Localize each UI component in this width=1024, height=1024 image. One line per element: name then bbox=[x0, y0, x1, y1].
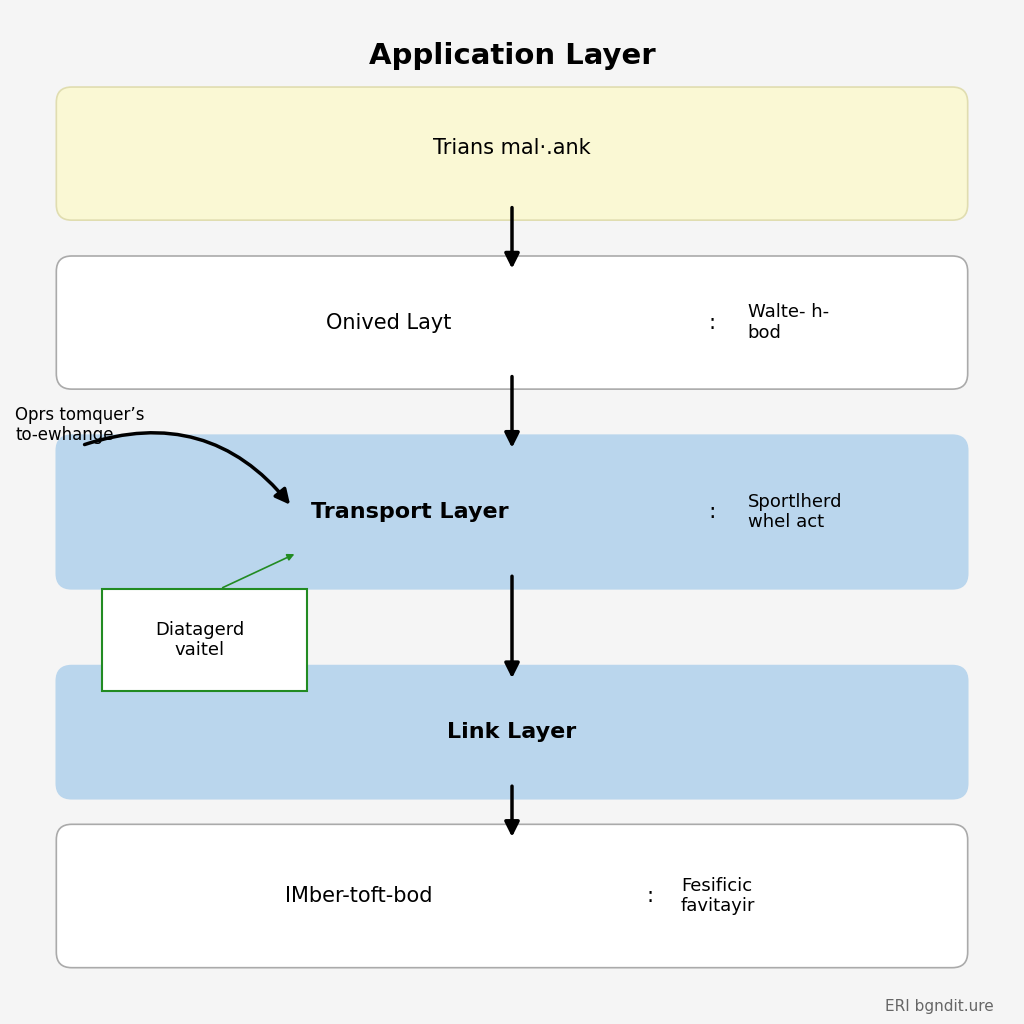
Text: Onived Layt: Onived Layt bbox=[327, 312, 452, 333]
Text: Fesificic
favitayir: Fesificic favitayir bbox=[681, 877, 756, 915]
Text: Sportlherd
whel act: Sportlherd whel act bbox=[748, 493, 842, 531]
Text: ERI bgndit.ure: ERI bgndit.ure bbox=[885, 998, 993, 1014]
Text: Transport Layer: Transport Layer bbox=[311, 502, 508, 522]
Text: IMber-toft-bod: IMber-toft-bod bbox=[285, 886, 432, 906]
Text: :: : bbox=[709, 312, 715, 333]
Text: Link Layer: Link Layer bbox=[447, 722, 577, 742]
FancyBboxPatch shape bbox=[102, 589, 307, 691]
FancyBboxPatch shape bbox=[56, 256, 968, 389]
Text: Trians mal·.ank: Trians mal·.ank bbox=[433, 138, 591, 159]
Text: :: : bbox=[708, 502, 716, 522]
FancyBboxPatch shape bbox=[56, 435, 968, 589]
Text: Diatagerd
vaitel: Diatagerd vaitel bbox=[155, 621, 245, 659]
FancyBboxPatch shape bbox=[56, 87, 968, 220]
Text: :: : bbox=[647, 886, 653, 906]
Text: Application Layer: Application Layer bbox=[369, 42, 655, 71]
FancyBboxPatch shape bbox=[56, 666, 968, 799]
Text: Walte- h-
bod: Walte- h- bod bbox=[748, 303, 828, 342]
FancyBboxPatch shape bbox=[56, 824, 968, 968]
Text: Oprs tomquer’s
to-ewhange: Oprs tomquer’s to-ewhange bbox=[15, 406, 144, 444]
